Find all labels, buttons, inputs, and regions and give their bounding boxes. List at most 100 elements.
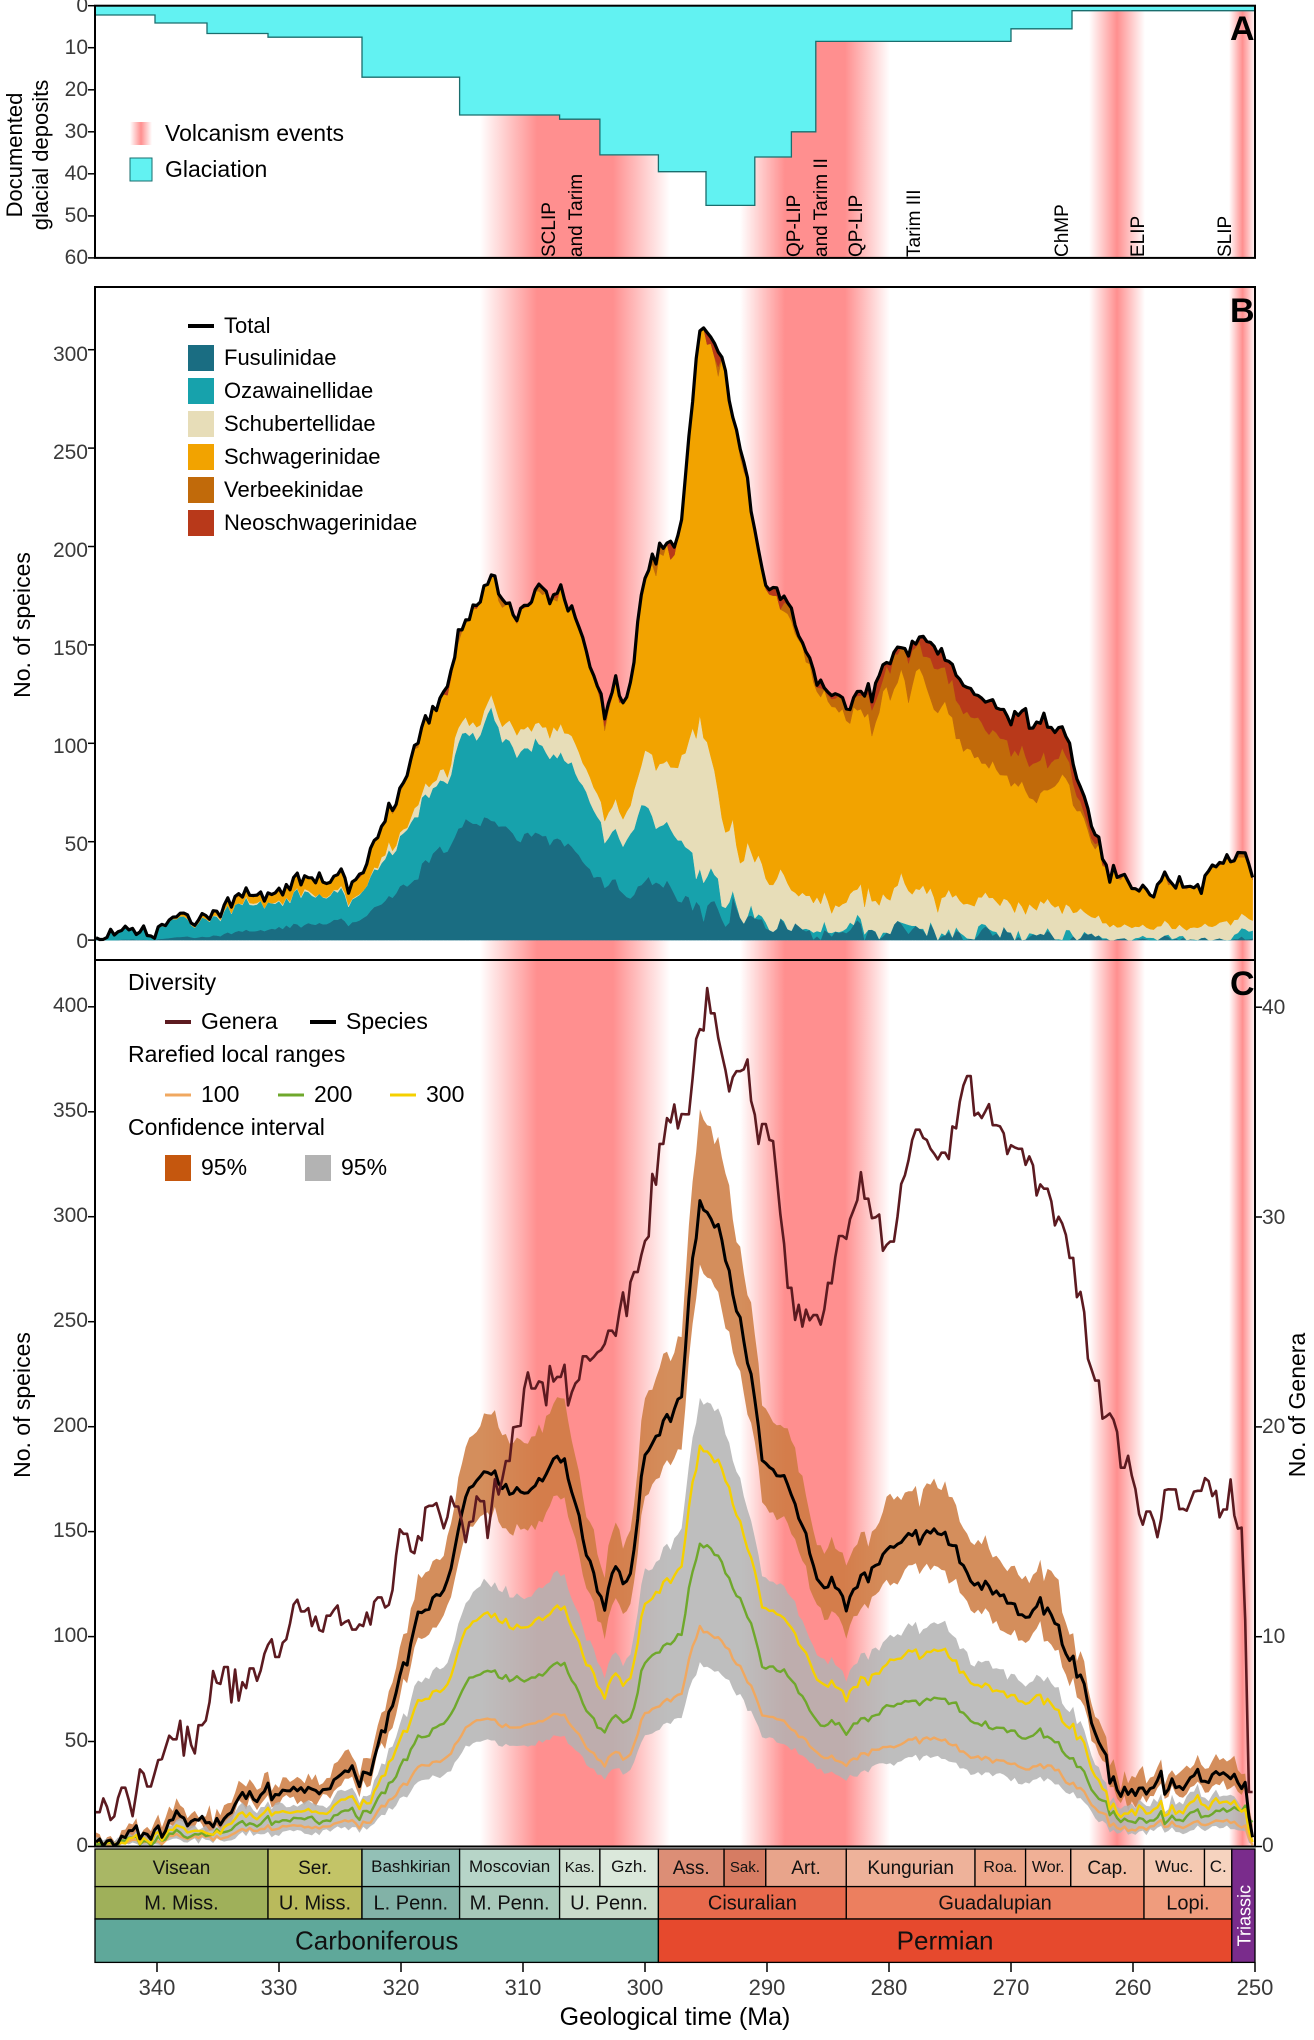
svg-text:Total: Total <box>224 313 270 338</box>
svg-text:20: 20 <box>1262 1415 1285 1438</box>
svg-text:A: A <box>1230 10 1255 48</box>
svg-text:U. Penn.: U. Penn. <box>570 1892 648 1914</box>
svg-text:Glaciation: Glaciation <box>165 156 267 182</box>
svg-text:Moscovian: Moscovian <box>469 1857 550 1876</box>
svg-text:Volcanism events: Volcanism events <box>165 120 344 146</box>
svg-text:QP-LIP: QP-LIP <box>846 195 867 257</box>
svg-text:glacial deposits: glacial deposits <box>28 80 53 230</box>
svg-text:30: 30 <box>65 120 88 143</box>
svg-text:Rarefied local ranges: Rarefied local ranges <box>128 1041 345 1067</box>
svg-text:100: 100 <box>201 1081 239 1107</box>
svg-text:B: B <box>1230 292 1255 330</box>
svg-text:Diversity: Diversity <box>128 969 217 995</box>
svg-text:Genera: Genera <box>201 1008 278 1034</box>
svg-text:No. of Genera: No. of Genera <box>1284 1333 1310 1478</box>
svg-text:40: 40 <box>65 162 88 185</box>
svg-text:Verbeekinidae: Verbeekinidae <box>224 477 363 502</box>
svg-text:No. of speices: No. of speices <box>9 552 35 698</box>
svg-text:C.: C. <box>1210 1857 1227 1876</box>
svg-text:Lopi.: Lopi. <box>1166 1892 1209 1914</box>
svg-text:150: 150 <box>53 1519 88 1542</box>
svg-text:Carboniferous: Carboniferous <box>295 1925 458 1955</box>
svg-text:50: 50 <box>65 204 88 227</box>
svg-text:400: 400 <box>53 994 88 1017</box>
svg-text:10: 10 <box>1262 1625 1285 1648</box>
svg-text:Cisuralian: Cisuralian <box>708 1892 797 1914</box>
svg-text:Neoschwagerinidae: Neoschwagerinidae <box>224 510 417 535</box>
svg-text:ChMP: ChMP <box>1052 204 1073 257</box>
svg-text:Sak.: Sak. <box>730 1859 760 1876</box>
svg-text:Wuc.: Wuc. <box>1155 1857 1193 1876</box>
svg-text:M. Penn.: M. Penn. <box>470 1892 550 1914</box>
svg-text:Triassic: Triassic <box>1234 1885 1254 1946</box>
svg-text:ELIP: ELIP <box>1128 216 1149 257</box>
svg-text:60: 60 <box>65 246 88 269</box>
svg-text:Cap.: Cap. <box>1087 1858 1127 1879</box>
svg-text:Ser.: Ser. <box>298 1858 332 1879</box>
svg-text:Species: Species <box>346 1008 428 1034</box>
svg-text:95%: 95% <box>201 1154 247 1180</box>
svg-text:280: 280 <box>871 1975 908 2000</box>
svg-text:340: 340 <box>139 1975 176 2000</box>
svg-text:0: 0 <box>76 1834 88 1857</box>
svg-text:330: 330 <box>261 1975 298 2000</box>
svg-text:Confidence interval: Confidence interval <box>128 1114 325 1140</box>
svg-text:Art.: Art. <box>791 1858 821 1879</box>
svg-text:250: 250 <box>53 1309 88 1332</box>
svg-text:U. Miss.: U. Miss. <box>279 1892 351 1914</box>
svg-text:and Tarim: and Tarim <box>566 174 587 257</box>
svg-text:50: 50 <box>65 1729 88 1752</box>
svg-text:200: 200 <box>53 1414 88 1437</box>
svg-text:Fusulinidae: Fusulinidae <box>224 345 337 370</box>
svg-text:and Tarim II: and Tarim II <box>811 158 832 257</box>
svg-text:10: 10 <box>65 36 88 59</box>
svg-text:Permian: Permian <box>897 1925 994 1955</box>
svg-text:320: 320 <box>383 1975 420 2000</box>
svg-text:Kas.: Kas. <box>565 1859 595 1876</box>
svg-text:0: 0 <box>76 930 88 953</box>
svg-text:No. of speices: No. of speices <box>9 1332 35 1478</box>
svg-text:290: 290 <box>749 1975 786 2000</box>
svg-text:200: 200 <box>314 1081 352 1107</box>
svg-text:350: 350 <box>53 1099 88 1122</box>
svg-text:50: 50 <box>65 833 88 856</box>
svg-text:Schubertellidae: Schubertellidae <box>224 411 376 436</box>
svg-text:Geological time (Ma): Geological time (Ma) <box>560 2003 791 2031</box>
svg-text:SLIP: SLIP <box>1215 216 1236 257</box>
svg-text:0: 0 <box>76 0 88 17</box>
svg-text:QP-LIP: QP-LIP <box>784 195 805 257</box>
svg-text:Guadalupian: Guadalupian <box>938 1892 1051 1914</box>
svg-text:260: 260 <box>1115 1975 1152 2000</box>
svg-text:Roa.: Roa. <box>983 1859 1017 1876</box>
svg-text:300: 300 <box>426 1081 464 1107</box>
svg-text:40: 40 <box>1262 996 1285 1019</box>
svg-text:Tarim III: Tarim III <box>904 189 925 257</box>
svg-text:Ozawainellidae: Ozawainellidae <box>224 378 373 403</box>
svg-text:30: 30 <box>1262 1206 1285 1229</box>
svg-text:100: 100 <box>53 1624 88 1647</box>
svg-text:310: 310 <box>505 1975 542 2000</box>
svg-text:Wor.: Wor. <box>1032 1859 1065 1876</box>
svg-text:20: 20 <box>65 78 88 101</box>
svg-text:Ass.: Ass. <box>673 1858 710 1879</box>
svg-text:C: C <box>1230 965 1255 1003</box>
svg-text:Kungurian: Kungurian <box>867 1858 954 1879</box>
svg-text:L. Penn.: L. Penn. <box>374 1892 449 1914</box>
svg-text:300: 300 <box>53 1204 88 1227</box>
svg-text:300: 300 <box>627 1975 664 2000</box>
svg-text:200: 200 <box>53 539 88 562</box>
svg-text:M. Miss.: M. Miss. <box>144 1892 218 1914</box>
svg-text:300: 300 <box>53 343 88 366</box>
svg-text:150: 150 <box>53 637 88 660</box>
svg-text:100: 100 <box>53 735 88 758</box>
svg-text:Schwagerinidae: Schwagerinidae <box>224 444 381 469</box>
svg-text:Documented: Documented <box>2 93 27 218</box>
svg-text:0: 0 <box>1262 1834 1274 1857</box>
svg-text:Bashkirian: Bashkirian <box>371 1857 450 1876</box>
svg-text:270: 270 <box>993 1975 1030 2000</box>
svg-text:95%: 95% <box>341 1154 387 1180</box>
svg-text:Gzh.: Gzh. <box>611 1857 647 1876</box>
svg-text:SCLIP: SCLIP <box>539 202 560 257</box>
svg-text:250: 250 <box>1237 1975 1274 2000</box>
svg-text:250: 250 <box>53 441 88 464</box>
